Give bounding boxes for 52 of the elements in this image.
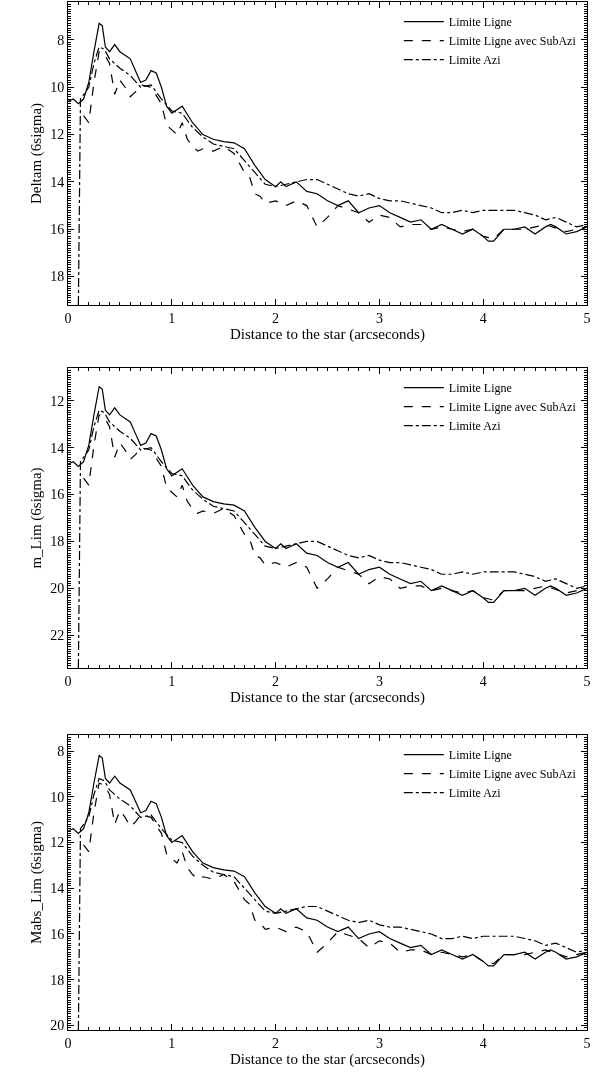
y-axis-title: Deltam (6sigma) [28, 102, 46, 205]
x-tick-label: 0 [64, 1035, 72, 1051]
x-axis-title: Distance to the star (arcseconds) [230, 688, 425, 706]
x-tick-label: 1 [168, 673, 176, 689]
x-tick-label: 4 [479, 1035, 487, 1051]
legend-label: Limite Ligne [448, 748, 512, 763]
y-tick-label: 22 [50, 628, 65, 644]
legend-label: Limite Azi [448, 786, 502, 801]
x-tick-label: 2 [272, 310, 280, 326]
y-tick-label: 10 [50, 789, 65, 805]
x-tick-label: 4 [479, 673, 487, 689]
y-tick-label: 8 [57, 32, 65, 48]
legend-label: Limite Azi [448, 53, 502, 68]
y-tick-label: 12 [50, 127, 65, 143]
y-tick-label: 16 [50, 926, 65, 942]
x-tick-label: 5 [583, 1035, 591, 1051]
y-tick-label: 18 [50, 972, 65, 988]
x-tick-label: 4 [479, 310, 487, 326]
y-tick-label: 20 [50, 1018, 65, 1034]
y-tick-label: 12 [50, 835, 65, 851]
legend-label: Limite Ligne [448, 15, 512, 30]
x-tick-label: 2 [272, 1035, 280, 1051]
x-tick-label: 5 [583, 310, 591, 326]
x-tick-label: 5 [583, 673, 591, 689]
y-tick-label: 14 [50, 174, 65, 190]
y-tick-label: 18 [50, 534, 65, 550]
x-tick-label: 0 [64, 673, 72, 689]
x-tick-label: 1 [168, 1035, 176, 1051]
y-tick-label: 20 [50, 581, 65, 597]
y-tick-label: 18 [50, 269, 65, 285]
x-tick-label: 0 [64, 310, 72, 326]
legend-label: Limite Ligne [448, 381, 512, 396]
legend-label: Limite Ligne avec SubAzi [448, 400, 577, 415]
y-axis-title: Mabs_Lim (6sigma) [28, 821, 46, 944]
y-tick-label: 10 [50, 80, 65, 96]
y-tick-label: 12 [50, 393, 65, 409]
y-tick-label: 16 [50, 487, 65, 503]
legend-label: Limite Azi [448, 419, 502, 434]
y-tick-label: 8 [57, 743, 65, 759]
y-tick-label: 16 [50, 222, 65, 238]
x-axis-title: Distance to the star (arcseconds) [230, 1050, 425, 1068]
x-tick-label: 1 [168, 310, 176, 326]
x-axis-title: Distance to the star (arcseconds) [230, 325, 425, 343]
legend-label: Limite Ligne avec SubAzi [448, 767, 577, 782]
x-tick-label: 3 [375, 310, 383, 326]
y-tick-label: 14 [50, 440, 65, 456]
x-tick-label: 3 [375, 1035, 383, 1051]
y-axis-title: m_Lim (6sigma) [28, 467, 46, 569]
x-tick-label: 2 [272, 673, 280, 689]
x-tick-label: 3 [375, 673, 383, 689]
legend-label: Limite Ligne avec SubAzi [448, 34, 577, 49]
y-tick-label: 14 [50, 881, 65, 897]
